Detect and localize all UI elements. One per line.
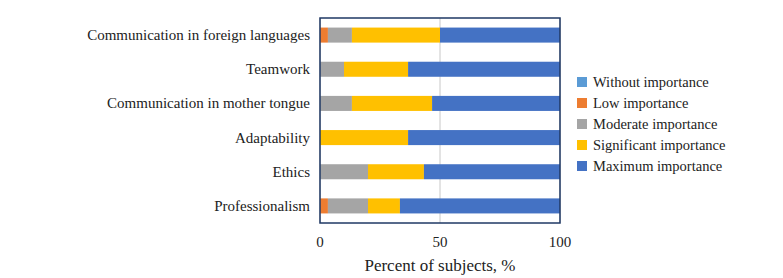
bar-segment (344, 62, 408, 77)
tick-label: 50 (433, 234, 448, 250)
tick-label: 100 (549, 234, 572, 250)
bar-segment (424, 164, 560, 179)
bar-segment (440, 28, 560, 43)
bars (320, 28, 560, 214)
category-label: Communication in foreign languages (87, 27, 310, 43)
grid-line (440, 18, 441, 223)
category-label: Adaptability (235, 130, 310, 146)
bar-segment (432, 96, 560, 111)
category-label: Ethics (273, 164, 311, 180)
chart: Communication in foreign languages Teamwo… (0, 0, 783, 278)
legend-swatch (577, 77, 587, 87)
bar-segment (320, 198, 328, 213)
bar-segment (320, 62, 344, 77)
bar-segment (408, 62, 560, 77)
bar-segment (328, 28, 352, 43)
bar-segment (352, 96, 432, 111)
bar-segment (320, 130, 408, 145)
legend-label: Without importance (593, 74, 709, 90)
bar-segment (352, 28, 440, 43)
bar-segment (400, 198, 560, 213)
tick-label: 0 (316, 234, 324, 250)
legend-swatch (577, 98, 587, 108)
category-label: Teamwork (246, 61, 310, 77)
bar-segment (408, 130, 560, 145)
bar-segment (320, 96, 352, 111)
legend-label: Moderate importance (593, 116, 717, 132)
legend-swatch (577, 119, 587, 129)
bar-segment (328, 198, 368, 213)
bar-segment (320, 164, 368, 179)
category-label: Communication in mother tongue (107, 95, 310, 111)
plot-frame (320, 18, 560, 223)
legend-swatch (577, 140, 587, 150)
category-label: Professionalism (214, 198, 310, 214)
legend-label: Significant importance (593, 137, 725, 153)
bar-segment (368, 164, 424, 179)
legend-label: Low importance (593, 95, 688, 111)
legend-label: Maximum importance (593, 158, 722, 174)
bar-segment (320, 28, 328, 43)
axis-title: Percent of subjects, % (364, 256, 515, 275)
bar-segment (368, 198, 400, 213)
legend-swatch (577, 161, 587, 171)
